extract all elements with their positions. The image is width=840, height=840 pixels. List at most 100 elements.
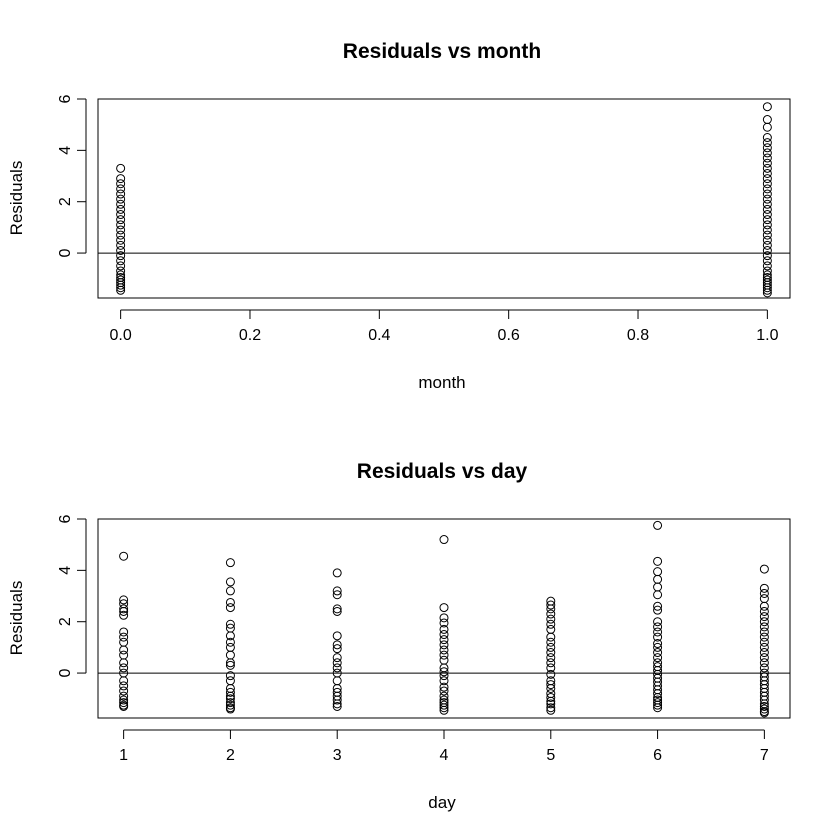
data-point [759, 627, 769, 637]
data-point [439, 667, 449, 677]
data-point [119, 632, 129, 642]
data-point [439, 703, 449, 713]
y-tick-label: 2 [57, 617, 74, 626]
data-point [546, 703, 556, 713]
data-point [119, 551, 129, 561]
data-point [653, 639, 663, 649]
data-point [762, 288, 772, 298]
data-point [119, 691, 129, 701]
x-axis-label: month [418, 373, 465, 392]
data-point [759, 648, 769, 658]
y-tick-label: 4 [57, 146, 74, 155]
data-point [225, 691, 235, 701]
data-point [225, 642, 235, 652]
data-point [759, 612, 769, 622]
y-axis-label: Residuals [7, 581, 26, 656]
data-point [762, 215, 772, 225]
y-axis-label: Residuals [7, 161, 26, 236]
data-point [762, 102, 772, 112]
data-point [653, 582, 663, 592]
data-point [759, 663, 769, 673]
x-tick-label: 5 [546, 747, 555, 764]
data-point [762, 256, 772, 266]
data-point [439, 624, 449, 634]
data-point [116, 179, 126, 189]
data-point [759, 658, 769, 668]
panel-residuals-vs-month: Residuals vs month month Residuals 0.0 0.… [7, 40, 791, 392]
data-point [762, 168, 772, 178]
data-point [653, 648, 663, 658]
data-point [653, 622, 663, 632]
data-point [762, 115, 772, 125]
data-point [762, 184, 772, 194]
data-point [119, 686, 129, 696]
data-point [116, 215, 126, 225]
data-point [332, 590, 342, 600]
data-point [332, 663, 342, 673]
data-point [116, 235, 126, 245]
data-point [653, 590, 663, 600]
data-point [759, 594, 769, 604]
data-point [653, 520, 663, 530]
data-point [332, 695, 342, 705]
data-point [116, 163, 126, 173]
data-point [116, 220, 126, 230]
data-point [332, 631, 342, 641]
data-point [116, 225, 126, 235]
data-point [439, 630, 449, 640]
data-point [119, 701, 129, 711]
data-point [653, 627, 663, 637]
data-point [762, 133, 772, 143]
data-point [116, 210, 126, 220]
data-point [762, 143, 772, 153]
x-tick-label: 0.4 [368, 327, 390, 344]
data-point [116, 204, 126, 214]
data-point [759, 632, 769, 642]
data-point [546, 699, 556, 709]
x-tick-label: 4 [440, 747, 449, 764]
data-point [119, 650, 129, 660]
data-point [225, 558, 235, 568]
data-point [332, 653, 342, 663]
data-point [225, 704, 235, 714]
data-point [546, 614, 556, 624]
chart-title: Residuals vs month [343, 40, 541, 63]
x-axis-label: day [428, 793, 456, 812]
data-point [225, 700, 235, 710]
data-point [546, 663, 556, 673]
data-point [762, 283, 772, 293]
x-tick-label: 0.2 [239, 327, 261, 344]
data-point [439, 635, 449, 645]
data-point [653, 653, 663, 663]
panel-residuals-vs-day: Residuals vs day day Residuals 1 2 3 4 5 6 7 0 2… [7, 460, 791, 812]
data-point [546, 600, 556, 610]
data-point [546, 604, 556, 614]
data-point [439, 682, 449, 692]
data-point [759, 601, 769, 611]
data-point [225, 698, 235, 708]
data-point [546, 705, 556, 715]
x-tick-label: 0.6 [498, 327, 520, 344]
data-point [653, 567, 663, 577]
data-point [119, 658, 129, 668]
data-point [225, 597, 235, 607]
data-point [762, 240, 772, 250]
data-point [762, 210, 772, 220]
data-point [225, 694, 235, 704]
data-point [119, 595, 129, 605]
data-point [653, 601, 663, 611]
data-point [759, 606, 769, 616]
data-point [762, 189, 772, 199]
data-point [116, 184, 126, 194]
data-point [759, 653, 769, 663]
data-point [439, 645, 449, 655]
data-point [116, 230, 126, 240]
data-point [759, 564, 769, 574]
data-point [119, 676, 129, 686]
data-point [546, 683, 556, 693]
data-point [439, 640, 449, 650]
data-point [762, 179, 772, 189]
data-point [116, 283, 126, 293]
data-point [439, 671, 449, 681]
data-point [439, 618, 449, 628]
